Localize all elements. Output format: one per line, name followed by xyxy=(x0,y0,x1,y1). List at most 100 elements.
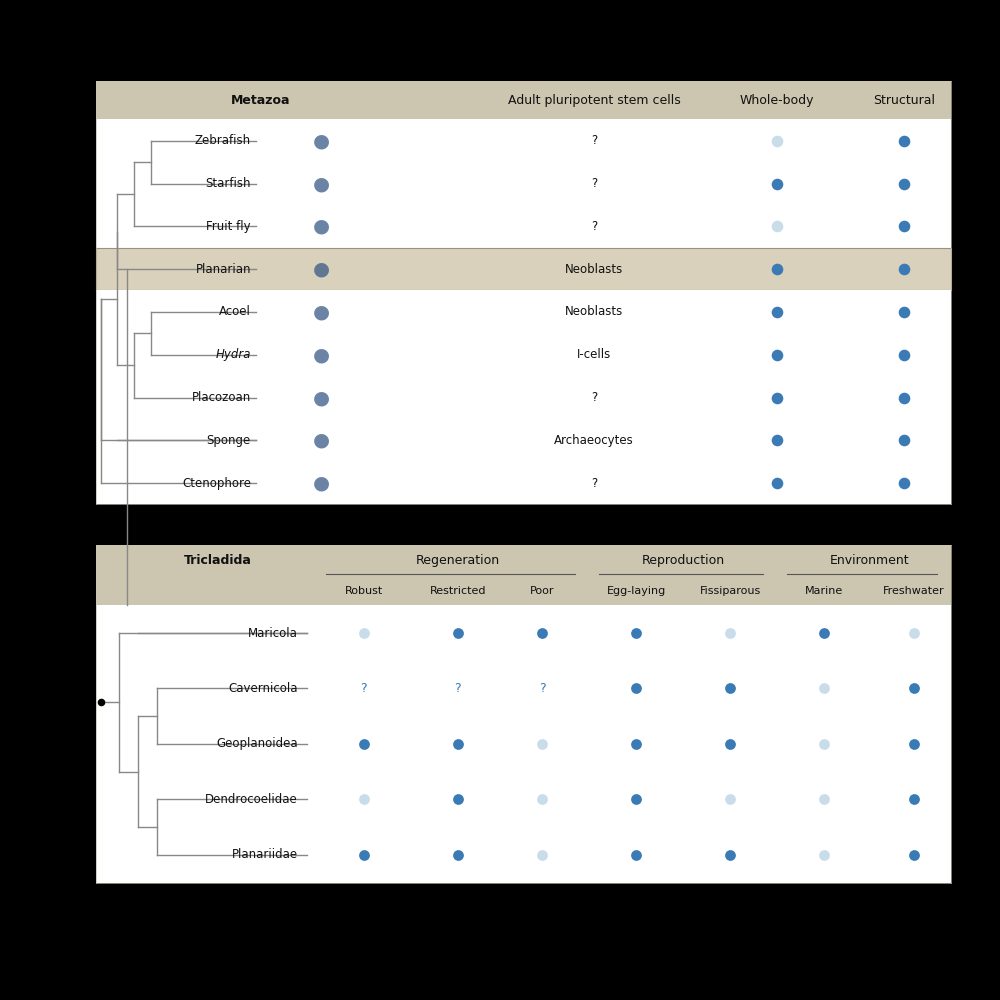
FancyBboxPatch shape xyxy=(96,248,951,290)
Text: Restricted: Restricted xyxy=(429,586,486,596)
Point xyxy=(93,694,109,710)
Point xyxy=(896,218,912,234)
Text: I-cells: I-cells xyxy=(577,348,611,361)
Point xyxy=(534,625,550,641)
Point xyxy=(722,847,738,863)
Point xyxy=(722,791,738,807)
Point xyxy=(769,261,785,277)
Text: Egg-laying: Egg-laying xyxy=(607,586,666,596)
Point xyxy=(534,847,550,863)
Point xyxy=(769,133,785,149)
Text: Neoblasts: Neoblasts xyxy=(565,305,623,318)
Text: Ctenophore: Ctenophore xyxy=(182,477,251,490)
Point xyxy=(906,680,922,696)
Text: ●: ● xyxy=(313,388,330,407)
Point xyxy=(816,680,832,696)
Point xyxy=(769,218,785,234)
Text: ●: ● xyxy=(313,217,330,236)
Text: Adult pluripotent stem cells: Adult pluripotent stem cells xyxy=(508,94,680,107)
Text: Reproduction: Reproduction xyxy=(642,554,725,567)
FancyBboxPatch shape xyxy=(96,661,951,716)
Point xyxy=(906,791,922,807)
Text: Maricola: Maricola xyxy=(248,627,298,640)
Text: Sponge: Sponge xyxy=(207,434,251,447)
Text: ●: ● xyxy=(313,345,330,364)
Point xyxy=(906,625,922,641)
Point xyxy=(628,736,644,752)
Point xyxy=(896,261,912,277)
Point xyxy=(896,389,912,406)
FancyBboxPatch shape xyxy=(96,462,951,504)
FancyBboxPatch shape xyxy=(96,205,951,248)
Point xyxy=(356,791,372,807)
Text: ?: ? xyxy=(539,682,546,695)
Point xyxy=(896,176,912,192)
Text: Environment: Environment xyxy=(830,554,909,567)
Point xyxy=(356,847,372,863)
Point xyxy=(356,625,372,641)
FancyBboxPatch shape xyxy=(96,576,951,605)
Point xyxy=(628,625,644,641)
Text: ●: ● xyxy=(313,131,330,150)
Point xyxy=(722,736,738,752)
Text: Hydra: Hydra xyxy=(215,348,251,361)
Point xyxy=(896,133,912,149)
FancyBboxPatch shape xyxy=(96,162,951,205)
Text: Metazoa: Metazoa xyxy=(231,94,290,107)
Point xyxy=(722,625,738,641)
Text: Whole-body: Whole-body xyxy=(740,94,815,107)
Point xyxy=(816,847,832,863)
Text: ●: ● xyxy=(313,474,330,493)
Point xyxy=(896,432,912,448)
Text: Planariidae: Planariidae xyxy=(232,848,298,861)
Point xyxy=(628,791,644,807)
Point xyxy=(722,680,738,696)
FancyBboxPatch shape xyxy=(96,119,951,162)
Point xyxy=(769,347,785,363)
Point xyxy=(628,847,644,863)
Text: Placozoan: Placozoan xyxy=(192,391,251,404)
FancyBboxPatch shape xyxy=(96,419,951,462)
Text: ●: ● xyxy=(313,174,330,193)
Point xyxy=(450,625,466,641)
Point xyxy=(896,347,912,363)
Point xyxy=(816,736,832,752)
Point xyxy=(769,176,785,192)
Point xyxy=(769,389,785,406)
Text: Fissiparous: Fissiparous xyxy=(700,586,761,596)
Text: Dendrocoelidae: Dendrocoelidae xyxy=(205,793,298,806)
FancyBboxPatch shape xyxy=(96,716,951,772)
Point xyxy=(896,304,912,320)
Point xyxy=(816,625,832,641)
Text: Starfish: Starfish xyxy=(205,177,251,190)
Text: ?: ? xyxy=(591,177,597,190)
Point xyxy=(769,475,785,491)
Text: Poor: Poor xyxy=(530,586,555,596)
Point xyxy=(906,847,922,863)
Text: Archaeocytes: Archaeocytes xyxy=(554,434,634,447)
Point xyxy=(356,736,372,752)
Text: Neoblasts: Neoblasts xyxy=(565,263,623,276)
Text: Planarian: Planarian xyxy=(195,263,251,276)
FancyBboxPatch shape xyxy=(96,376,951,419)
Point xyxy=(534,791,550,807)
Text: Robust: Robust xyxy=(345,586,383,596)
Text: ?: ? xyxy=(591,134,597,147)
Point xyxy=(769,304,785,320)
Point xyxy=(769,432,785,448)
Point xyxy=(450,791,466,807)
Text: ?: ? xyxy=(591,220,597,233)
Text: Marine: Marine xyxy=(805,586,843,596)
Point xyxy=(450,736,466,752)
Point xyxy=(816,791,832,807)
Point xyxy=(628,680,644,696)
Text: ●: ● xyxy=(313,431,330,450)
Point xyxy=(450,847,466,863)
FancyBboxPatch shape xyxy=(96,827,951,882)
Text: ?: ? xyxy=(591,391,597,404)
FancyBboxPatch shape xyxy=(96,605,951,661)
Text: ●: ● xyxy=(313,260,330,279)
Point xyxy=(896,475,912,491)
Text: Acoel: Acoel xyxy=(219,305,251,318)
FancyBboxPatch shape xyxy=(96,545,951,576)
